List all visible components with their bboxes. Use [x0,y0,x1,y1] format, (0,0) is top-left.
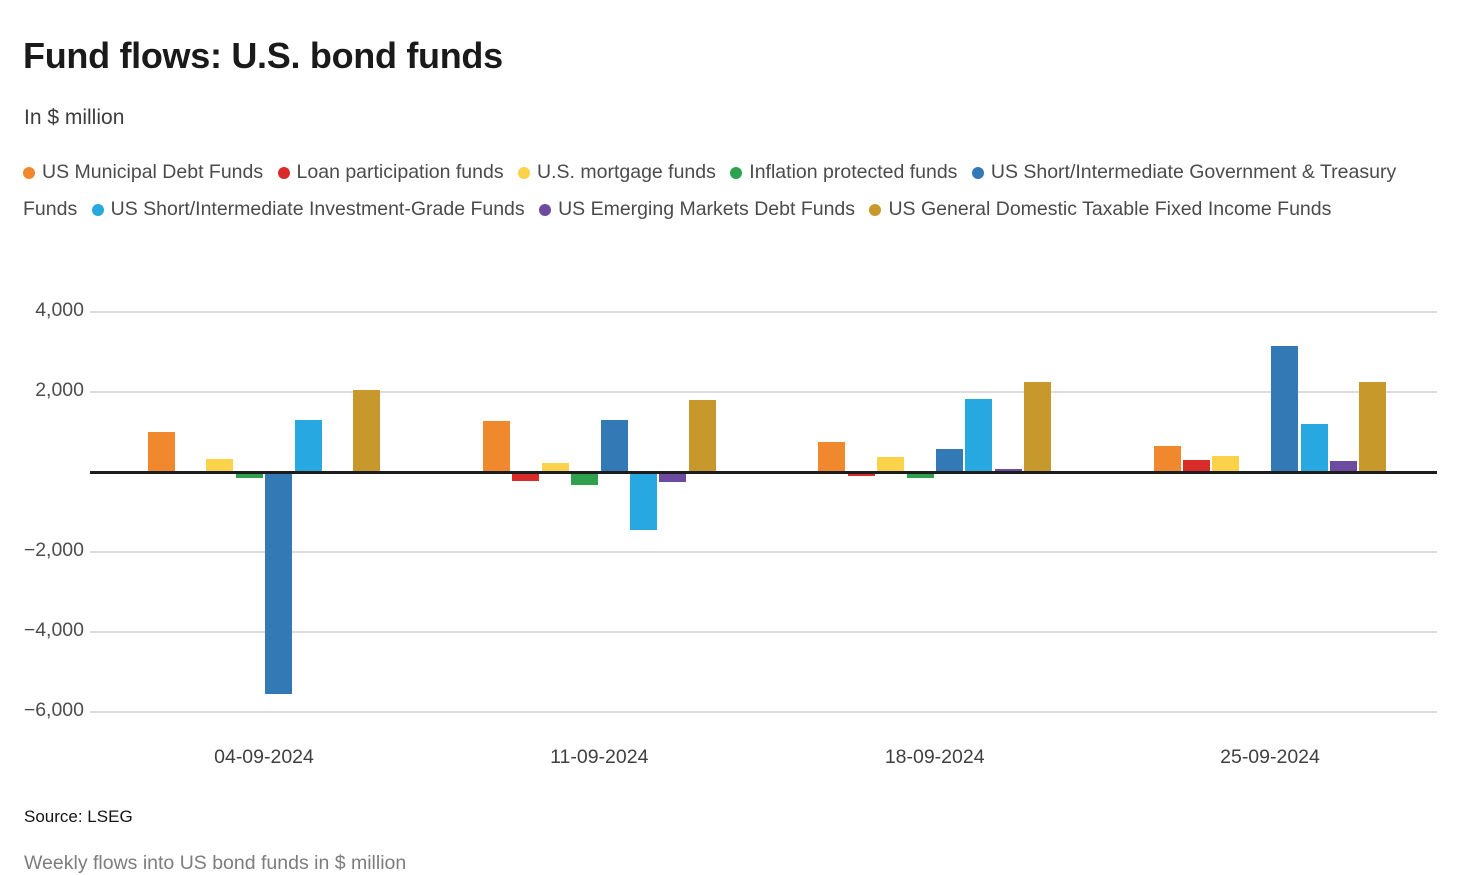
legend-dot-icon [23,167,35,179]
bar [147,432,175,472]
chart-legend: US Municipal Debt Funds Loan participati… [23,154,1418,227]
gridline [90,391,1437,393]
chart-units-subtitle: In $ million [24,106,125,129]
bar [935,449,963,472]
bar [541,463,569,472]
bar [847,472,875,477]
y-tick-label: −6,000 [23,699,84,721]
x-tick-label: 04-09-2024 [214,746,314,768]
bar [1212,456,1240,472]
bar [206,459,234,472]
legend-dot-icon [869,203,882,216]
legend-dot-icon [91,203,104,216]
source-text: Source: LSEG [24,807,133,826]
legend-label: US General Domestic Taxable Fixed Income… [888,197,1332,220]
bar [818,442,846,472]
legend-item: U.S. mortgage funds [518,161,716,183]
x-tick-label: 18-09-2024 [884,746,985,768]
y-tick-label: 4,000 [35,299,84,321]
plot-area: 04-09-2024 11-09-2024 18-09-2024 25-09-2024 [90,292,1437,768]
y-tick-label: −2,000 [23,539,84,561]
legend-label: US Short/Intermediate Investment-Grade F… [110,197,525,220]
bar [600,420,628,472]
legend-item: Inflation protected funds [730,161,957,183]
chart-caption: Weekly flows into US bond funds in $ mil… [24,851,407,874]
y-tick-label: −4,000 [23,619,84,641]
gridline [90,631,1437,633]
legend-item: US Short/Intermediate Government & Treas… [23,161,1396,220]
bar [965,398,993,472]
legend-dot-icon [539,203,552,216]
legend-label: Loan participation funds [296,161,504,183]
bar [994,468,1022,472]
bar [1024,382,1052,472]
legend-dot-icon [730,167,743,179]
bar [1183,460,1210,472]
bar [1359,382,1387,472]
page-title: Fund flows: U.S. bond funds [23,35,503,77]
y-tick-label: 2,000 [35,379,84,401]
legend-item: US Emerging Markets Debt Funds [539,198,855,220]
legend-label: US Emerging Markets Debt Funds [558,197,856,220]
zero-baseline [90,470,1437,474]
bar [265,472,293,694]
bar [1271,346,1299,472]
legend-dot-icon [277,167,290,179]
bar [482,420,510,472]
bar [235,472,263,478]
bar [353,390,381,472]
legend-item: US General Domestic Taxable Fixed Income… [869,198,1331,220]
bar [906,472,934,479]
legend-item: US Municipal Debt Funds [23,161,263,183]
bar [1300,424,1328,472]
bar [1330,461,1357,472]
legend-label: US Short/Intermediate Government & Treas… [23,161,1397,220]
bar [512,472,540,481]
bar [1153,446,1181,472]
bar [688,400,716,472]
legend-item: Loan participation funds [277,161,504,183]
bar [294,420,322,472]
bar [877,457,905,472]
legend-dot-icon [971,167,984,179]
legend-label: Inflation protected funds [749,161,958,183]
gridline [90,711,1437,713]
gridline [90,551,1437,553]
legend-label: U.S. mortgage funds [537,161,716,183]
gridline [90,311,1437,313]
y-axis-labels: 4,000 2,000 −2,000 −4,000 −6,000 [0,292,84,732]
x-tick-label: 25-09-2024 [1220,746,1320,768]
x-tick-label: 11-09-2024 [550,746,649,768]
bar [571,472,599,485]
legend-dot-icon [518,167,531,179]
legend-label: US Municipal Debt Funds [42,161,264,183]
legend-item: US Short/Intermediate Investment-Grade F… [91,197,525,220]
bar [629,472,657,531]
bar [659,472,687,482]
